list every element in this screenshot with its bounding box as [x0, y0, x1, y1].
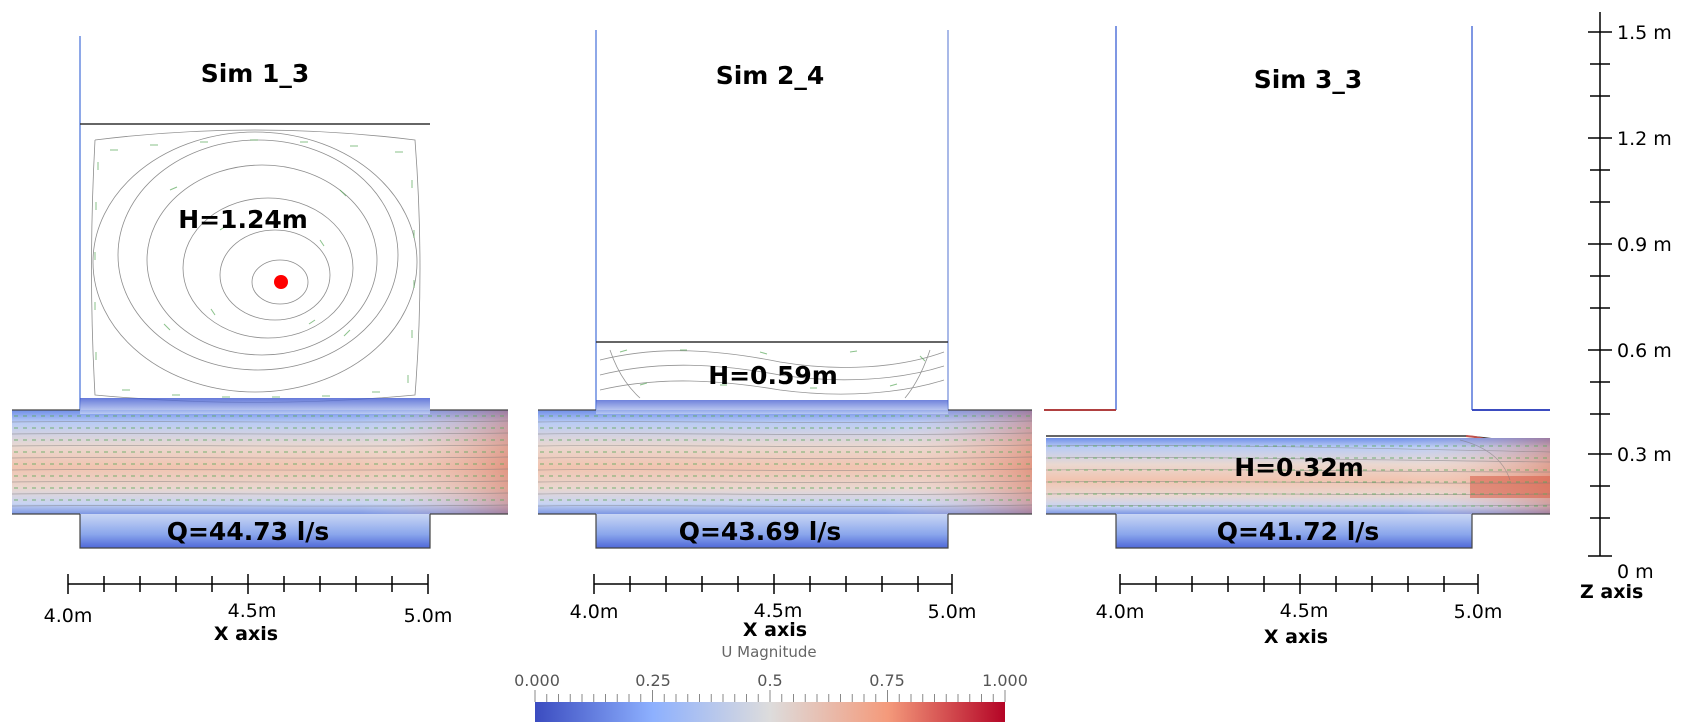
- x-tick-label: 4.0m: [570, 601, 619, 623]
- colorbar-tick-label: 0.75: [869, 671, 905, 690]
- discharge-label: Q=43.69 l/s: [679, 517, 842, 546]
- z-tick-label: 0.9 m: [1617, 234, 1672, 256]
- velocity-vectors-chamber: [94, 139, 415, 398]
- discharge-label: Q=41.72 l/s: [1217, 517, 1380, 546]
- colorbar: U Magnitude 0.000 0.25 0.5 0.75 1.000: [514, 643, 1028, 722]
- colorbar-gradient: [535, 702, 1005, 722]
- colorbar-tick-label: 0.25: [635, 671, 671, 690]
- colorbar-title: U Magnitude: [721, 643, 816, 661]
- z-tick-label: 0.3 m: [1617, 444, 1672, 466]
- discharge-label: Q=44.73 l/s: [167, 517, 330, 546]
- x-tick-label: 4.0m: [1096, 601, 1145, 623]
- panel-sim-3-3: Sim 3_3 H=0.32m Q=41.72 l/s 4.0m 4.5m 5.…: [1044, 26, 1551, 648]
- colorbar-tick-label: 0.000: [514, 671, 560, 690]
- z-tick-label: 1.5 m: [1617, 22, 1672, 44]
- x-axis-title: X axis: [214, 623, 278, 645]
- z-tick-label: 0 m: [1617, 561, 1654, 583]
- vortex-streamlines: [91, 129, 421, 403]
- x-tick-label: 5.0m: [404, 605, 453, 627]
- colorbar-tick-label: 0.5: [757, 671, 782, 690]
- colorbar-tick-label: 1.000: [982, 671, 1028, 690]
- water-height-label: H=1.24m: [178, 205, 308, 234]
- x-tick-label: 4.0m: [44, 605, 93, 627]
- z-tick-label: 0.6 m: [1617, 340, 1672, 362]
- panel-title: Sim 3_3: [1254, 65, 1363, 94]
- pipe-streamlines: [11, 420, 509, 507]
- monitoring-point-marker: [274, 275, 288, 289]
- z-axis: 1.5 m 1.2 m 0.9 m 0.6 m 0.3 m 0 m Z axis: [1580, 12, 1672, 603]
- x-axis: [1119, 574, 1479, 594]
- panel-sim-2-4: Sim 2_4 H=0.59m Q=43.69 l/s 4.0m 4.5m 5.…: [537, 30, 1033, 641]
- water-height-label: H=0.32m: [1234, 453, 1364, 482]
- z-tick-label: 1.2 m: [1617, 128, 1672, 150]
- x-axis-title: X axis: [743, 619, 807, 641]
- x-tick-label: 4.5m: [228, 600, 277, 622]
- x-axis: [593, 574, 953, 594]
- x-tick-label: 5.0m: [1454, 601, 1503, 623]
- x-tick-label: 4.5m: [1280, 600, 1329, 622]
- x-axis: [67, 574, 429, 594]
- x-tick-label: 4.5m: [754, 600, 803, 622]
- panel-title: Sim 2_4: [716, 61, 825, 90]
- z-axis-title: Z axis: [1580, 581, 1643, 603]
- x-axis-title: X axis: [1264, 626, 1328, 648]
- panel-sim-1-3: Sim 1_3 H=1.24m Q=44.73 l/s 4.0m 4.5m 5.…: [11, 36, 509, 645]
- x-tick-label: 5.0m: [928, 601, 977, 623]
- panel-title: Sim 1_3: [201, 59, 310, 88]
- water-height-label: H=0.59m: [708, 361, 838, 390]
